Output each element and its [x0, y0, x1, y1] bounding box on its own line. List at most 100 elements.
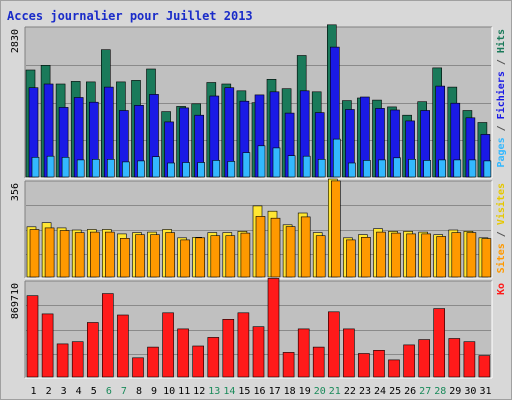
bar-pages-day-21: [332, 138, 341, 178]
bar-pages-day-14: [227, 161, 236, 178]
x-tick-label-day: 7: [121, 386, 127, 397]
bar-sites-day-18: [285, 226, 296, 278]
bar-sites-day-7: [120, 238, 130, 278]
bar-sites-day-8: [135, 234, 145, 278]
bar-ko-day-2: [41, 313, 54, 378]
bar-sites-day-2: [44, 227, 55, 278]
bar-sites-day-16: [255, 216, 266, 278]
panel-top-ymax-label: 2830: [10, 29, 21, 53]
panel-top-legend-entry: Pages: [496, 137, 507, 167]
bar-ko-day-7: [117, 314, 129, 378]
panel-middle-legend-entry: Sites: [495, 243, 507, 273]
bar-ko-day-9: [147, 346, 159, 378]
x-tick-label-day: 2: [46, 386, 52, 397]
x-tick-label-day: 17: [269, 386, 281, 397]
bar-ko-day-1: [26, 295, 39, 378]
x-tick-label-day: 12: [193, 386, 205, 397]
bar-pages-day-10: [167, 162, 175, 178]
bar-ko-day-21: [327, 311, 340, 378]
bar-ko-day-29: [448, 338, 461, 378]
panel-top-legend-entry: Fichiers: [495, 71, 507, 119]
bar-sites-day-6: [105, 231, 115, 278]
bar-sites-day-3: [59, 230, 70, 278]
bar-ko-day-22: [343, 328, 355, 378]
bar-ko-day-10: [162, 312, 174, 378]
bar-pages-day-27: [423, 160, 432, 178]
x-tick-label-day: 31: [479, 386, 491, 397]
bar-sites-day-14: [225, 235, 236, 278]
bar-sites-day-4: [74, 232, 85, 278]
bar-pages-day-12: [197, 162, 205, 178]
panel-top-legend-entry: /: [496, 53, 507, 71]
bar-pages-day-16: [257, 145, 266, 178]
bar-ko-day-13: [207, 337, 220, 378]
panel-bottom-legend-entry: Ko: [496, 283, 507, 295]
panel-bottom-ymax-label: 869710: [10, 283, 21, 319]
bar-sites-day-31: [481, 238, 492, 278]
bar-sites-day-19: [300, 216, 311, 278]
bar-pages-day-11: [182, 162, 190, 178]
x-tick-label-day: 5: [91, 386, 97, 397]
bar-sites-day-21: [330, 180, 341, 278]
panel-middle-ymax-label: 356: [10, 183, 21, 201]
bar-sites-day-29: [451, 232, 462, 278]
bar-sites-day-5: [90, 231, 100, 278]
bar-pages-day-24: [378, 159, 386, 178]
bar-sites-day-1: [29, 229, 40, 278]
bar-sites-day-28: [436, 236, 447, 278]
panel-middle-legend-entry: Visites: [495, 183, 507, 225]
panel-middle-legend-entry: /: [496, 225, 507, 243]
bar-ko-day-4: [71, 341, 84, 378]
x-tick-label-day: 16: [253, 386, 265, 397]
x-tick-label-day: 21: [329, 386, 341, 397]
x-tick-label-day: 13: [208, 386, 220, 397]
bar-ko-day-18: [282, 352, 295, 378]
bar-pages-day-23: [363, 160, 371, 178]
bar-ko-day-17: [267, 278, 280, 378]
bar-ko-day-23: [358, 353, 370, 378]
bar-pages-day-17: [272, 147, 281, 178]
bar-pages-day-15: [242, 152, 251, 178]
x-tick-label-day: 15: [238, 386, 250, 397]
x-tick-label-day: 25: [389, 386, 401, 397]
bar-pages-day-31: [483, 160, 492, 178]
bar-ko-day-31: [478, 355, 491, 378]
bar-ko-day-26: [403, 344, 415, 378]
x-tick-label-day: 9: [151, 386, 157, 397]
bar-pages-day-22: [348, 162, 356, 178]
bar-pages-day-2: [46, 155, 55, 178]
x-tick-label-day: 18: [284, 386, 296, 397]
bar-pages-day-19: [302, 155, 311, 178]
panel-top-legend: Pages / Fichiers / Hits: [495, 29, 507, 168]
bar-pages-day-29: [453, 159, 462, 178]
bar-ko-day-27: [418, 339, 431, 378]
bar-pages-day-1: [31, 157, 40, 178]
panel-top-legend-entry: Hits: [495, 29, 507, 53]
bar-ko-day-14: [222, 318, 235, 378]
bar-sites-day-25: [391, 232, 401, 278]
x-tick-label-day: 26: [404, 386, 416, 397]
panel-top-legend-entry: /: [496, 119, 507, 137]
bar-sites-day-22: [346, 239, 356, 278]
bar-pages-day-26: [408, 159, 416, 178]
bar-sites-day-9: [150, 234, 160, 278]
bar-pages-day-7: [122, 161, 130, 178]
bar-pages-day-25: [393, 157, 401, 178]
x-tick-label-day: 28: [434, 386, 446, 397]
bar-pages-day-5: [92, 159, 100, 178]
panel-bottom-legend: Ko: [496, 283, 507, 295]
bar-ko-day-24: [373, 349, 385, 378]
bar-pages-day-3: [61, 157, 70, 178]
bar-pages-day-4: [76, 159, 85, 178]
bar-sites-day-17: [270, 217, 281, 278]
bar-ko-day-20: [312, 346, 325, 378]
bar-ko-day-11: [177, 328, 189, 378]
bar-ko-day-5: [87, 322, 99, 378]
bar-ko-day-19: [297, 328, 310, 378]
x-tick-label-day: 19: [299, 386, 311, 397]
bar-pages-day-8: [137, 160, 145, 178]
bar-sites-day-10: [165, 232, 175, 278]
bar-pages-day-13: [212, 160, 221, 178]
bar-sites-day-20: [315, 235, 326, 278]
